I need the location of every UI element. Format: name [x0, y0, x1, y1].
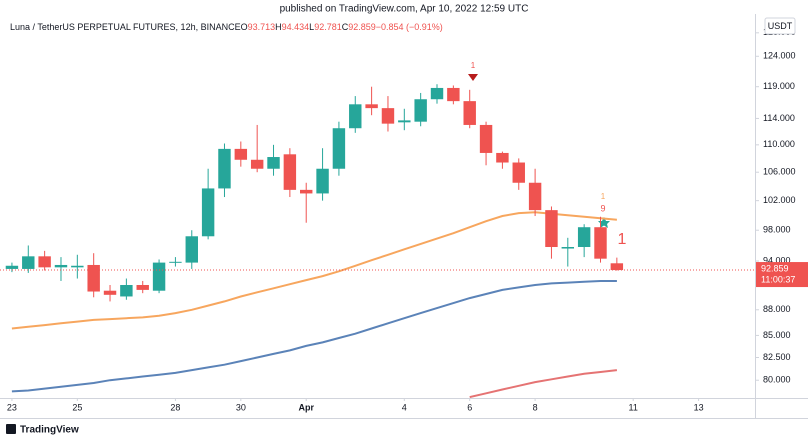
candle-body [463, 101, 476, 125]
currency-box [764, 17, 796, 35]
candle-body [185, 236, 198, 263]
candle-body [38, 256, 51, 268]
x-tick-label: 13 [694, 402, 704, 412]
legend-ohlc-value: 92.859 [348, 22, 376, 32]
x-tick-label: 11 [629, 402, 638, 412]
candle-body [528, 182, 542, 211]
last-price-box [756, 262, 808, 288]
candle-body [430, 87, 444, 100]
legend-ohlc-letter: C [342, 22, 349, 32]
candle-body [577, 227, 591, 248]
annotation: 1 [601, 192, 606, 201]
candle-body [447, 87, 460, 102]
annotation: 9 [600, 203, 605, 213]
candle-body [316, 168, 329, 194]
ma-line [11, 280, 617, 393]
legend-text: Luna / TetherUS PERPETUAL FUTURES, 12h, … [10, 22, 443, 32]
legend-title: Luna / TetherUS PERPETUAL FUTURES, 12h, … [10, 22, 241, 32]
candle-body [218, 148, 231, 189]
candle-body [234, 148, 248, 160]
x-tick-label: 30 [236, 402, 246, 412]
candle-body [71, 265, 84, 268]
candle-body [610, 263, 624, 271]
y-tick-label: 88.000 [763, 304, 791, 314]
y-tick-label: 124.000 [763, 51, 796, 61]
y-tick-label: 80.000 [763, 375, 791, 385]
sell-arrow [468, 74, 478, 81]
candle-body [152, 262, 166, 291]
x-tick-label: 25 [72, 402, 82, 412]
candle-body [201, 188, 215, 237]
legend-ohlc-letter: O [241, 22, 248, 32]
candle-body [103, 290, 117, 295]
plot [5, 84, 624, 398]
brand: TradingView [20, 425, 79, 436]
y-tick-label: 98.000 [763, 225, 791, 235]
y-tick-label: 110.000 [763, 139, 795, 149]
candle-body [54, 264, 68, 268]
candle-body [398, 120, 411, 123]
legend: Luna / TetherUS PERPETUAL FUTURES, 12h, … [10, 22, 443, 32]
y-tick-label: 119.000 [763, 81, 795, 91]
candle-body [414, 99, 427, 122]
candle-body [594, 227, 607, 259]
annotation: 1 [618, 231, 627, 248]
candle-body [169, 261, 182, 263]
published-note: published on TradingView.com, Apr 10, 20… [280, 4, 529, 15]
candle-body [300, 189, 313, 194]
candle-body [136, 285, 149, 290]
legend-ohlc-letter: H [275, 22, 282, 32]
x-tick-label: 28 [170, 402, 180, 412]
currency: USDT [768, 21, 793, 31]
y-tick-label: 102.000 [763, 195, 796, 205]
candle-body [87, 264, 100, 292]
x-tick-label: 6 [467, 402, 472, 412]
logo-icon [6, 424, 16, 434]
countdown: 11:00:37 [761, 274, 795, 284]
ma-line [469, 369, 618, 398]
candle-body [267, 157, 280, 169]
x-tick-label: 23 [7, 402, 17, 412]
legend-change: −0.854 (−0.91%) [376, 22, 443, 32]
y-tick-label: 94.000 [763, 255, 791, 265]
legend-ohlc-value: 93.713 [248, 22, 276, 32]
x-tick-label: Apr [298, 402, 314, 412]
candle-body [365, 104, 378, 109]
ma-line [11, 211, 617, 330]
legend-ohlc-letter: L [309, 22, 314, 32]
x-tick-label: 8 [533, 402, 538, 412]
y-tick-label: 106.000 [763, 167, 796, 177]
candle-body [512, 162, 525, 183]
candle-body [22, 256, 35, 269]
x-tick-label: 4 [402, 402, 407, 412]
candle-body [283, 154, 297, 190]
candle-body [332, 128, 346, 169]
y-tick-label: 114.000 [763, 113, 795, 123]
legend-ohlc-value: 92.781 [314, 22, 342, 32]
candle-body [496, 152, 509, 163]
candle-body [349, 104, 362, 129]
candle-body [250, 159, 264, 169]
candle-body [120, 285, 133, 297]
annotation: 1 [471, 61, 476, 70]
candle-body [545, 210, 558, 248]
last-price-label: 92.859 [761, 263, 789, 273]
candle-body [479, 124, 493, 153]
y-tick-label: 82.500 [763, 352, 791, 362]
y-tick-label: 85.000 [763, 330, 791, 340]
candle-body [561, 247, 575, 249]
candle-body [381, 108, 395, 124]
legend-ohlc-value: 94.434 [282, 22, 310, 32]
candle-body [5, 265, 19, 269]
